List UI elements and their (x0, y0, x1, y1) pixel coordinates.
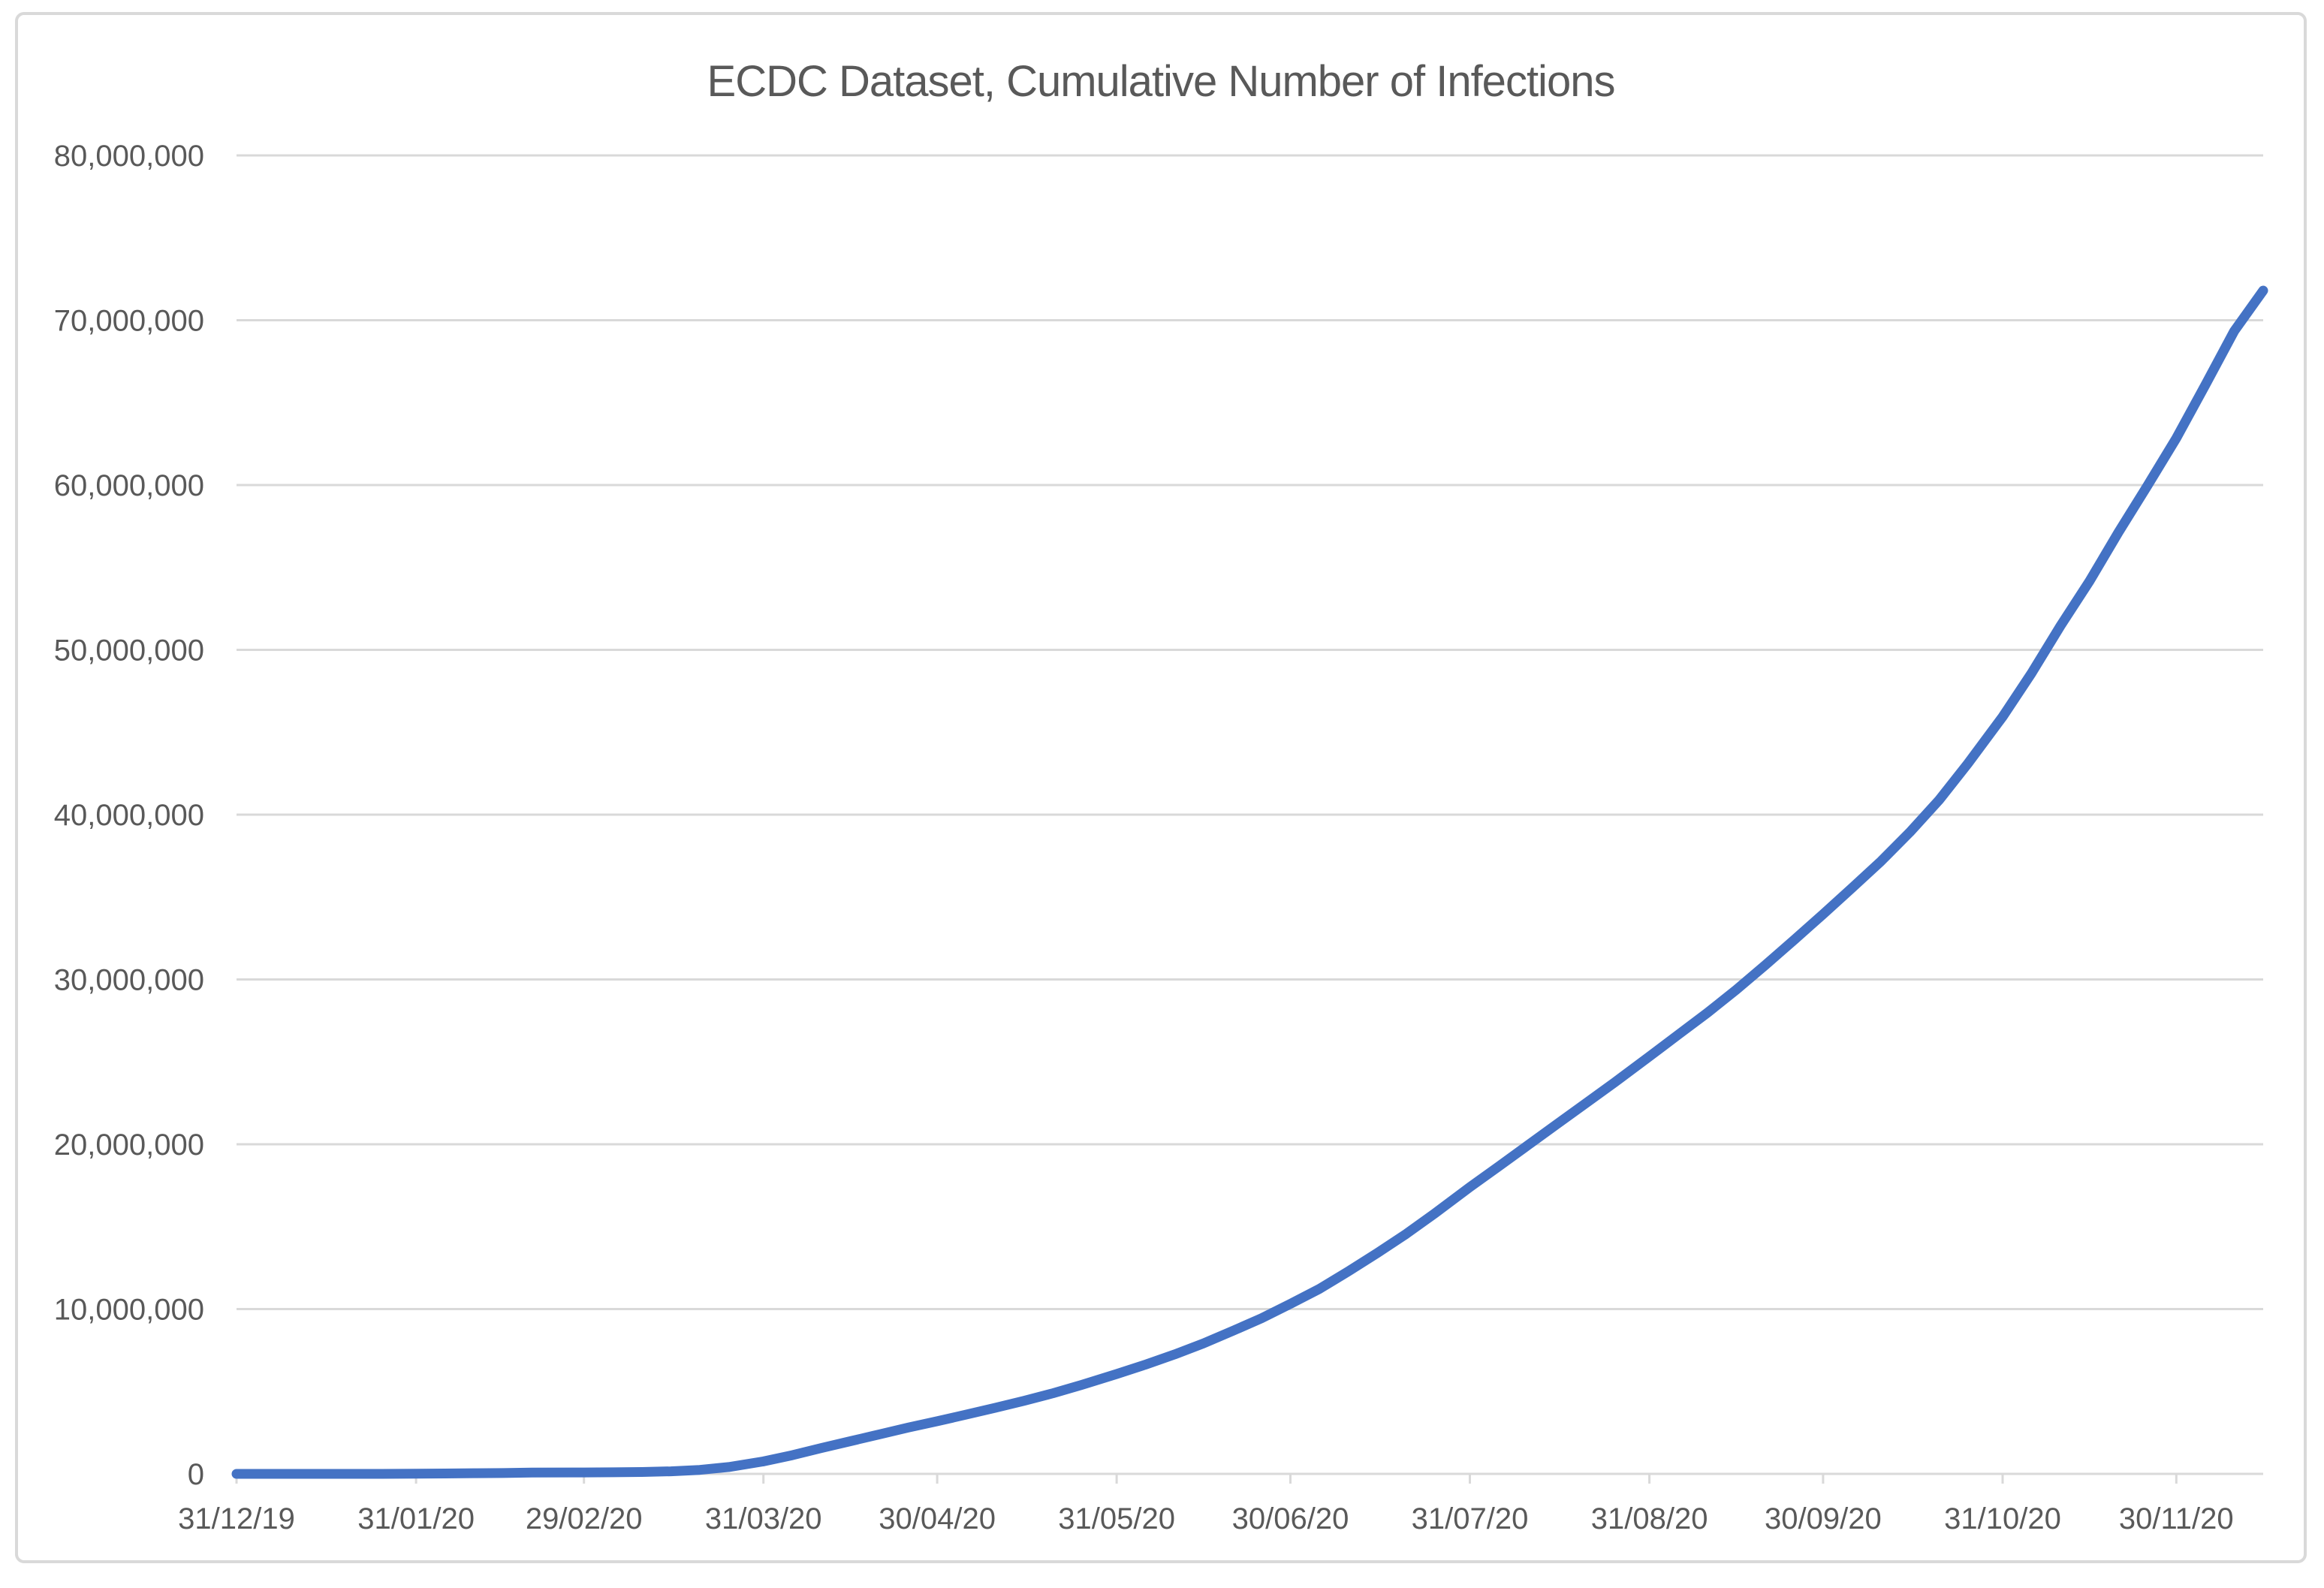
y-axis-tick-label: 20,000,000 (54, 1128, 204, 1162)
x-axis-tick-label: 31/10/20 (1944, 1502, 2061, 1535)
x-axis-tick-label: 31/12/19 (178, 1502, 295, 1535)
x-axis-tick-label: 31/03/20 (705, 1502, 822, 1535)
y-axis-tick-label: 60,000,000 (54, 469, 204, 502)
y-axis-tick-label: 30,000,000 (54, 964, 204, 997)
x-axis-tick-label: 31/05/20 (1058, 1502, 1175, 1535)
y-gridlines (237, 154, 2263, 1310)
x-axis-labels: 31/12/19 31/01/20 29/02/20 31/03/20 30/04/20… (178, 1502, 2234, 1535)
x-axis-tick-label: 31/08/20 (1591, 1502, 1708, 1535)
chart-title: ECDC Dataset, Cumulative Number of Infec… (707, 57, 1615, 106)
y-axis-labels: 0 10,000,000 20,000,000 30,000,000 40,000,00… (54, 140, 204, 1491)
y-axis-tick-label: 70,000,000 (54, 305, 204, 338)
y-axis-tick-label: 80,000,000 (54, 140, 204, 173)
y-axis-tick-label: 10,000,000 (54, 1294, 204, 1327)
x-axis-tick-label: 29/02/20 (526, 1502, 643, 1535)
x-axis-tick-label: 30/11/20 (2119, 1502, 2234, 1535)
x-axis-tick-label: 30/06/20 (1232, 1502, 1349, 1535)
y-axis-tick-label: 50,000,000 (54, 634, 204, 667)
x-axis-tick-label: 31/01/20 (357, 1502, 475, 1535)
y-axis-tick-label: 0 (188, 1458, 204, 1491)
y-axis-tick-label: 40,000,000 (54, 799, 204, 832)
series-line (231, 285, 2268, 1479)
chart-border (15, 12, 2307, 1563)
x-axis-tick-label: 30/04/20 (879, 1502, 996, 1535)
x-axis-tick-label: 31/07/20 (1412, 1502, 1529, 1535)
x-axis-tick-label: 30/09/20 (1765, 1502, 1882, 1535)
